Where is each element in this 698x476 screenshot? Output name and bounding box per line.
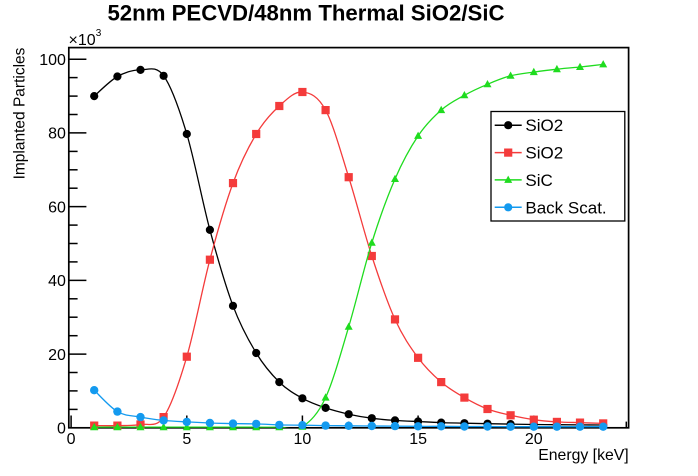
svg-text:60: 60: [48, 199, 66, 216]
svg-text:20: 20: [525, 431, 543, 448]
svg-text:5: 5: [182, 431, 191, 448]
svg-text:Back Scat.: Back Scat.: [525, 198, 606, 217]
svg-text:20: 20: [48, 347, 66, 364]
svg-text:0: 0: [57, 421, 66, 438]
svg-text:Energy [keV]: Energy [keV]: [538, 447, 628, 464]
svg-text:SiO2: SiO2: [525, 116, 563, 135]
svg-text:0: 0: [67, 431, 76, 448]
svg-text:10: 10: [294, 431, 312, 448]
svg-text:×10: ×10: [69, 32, 96, 49]
svg-text:40: 40: [48, 273, 66, 290]
svg-text:15: 15: [409, 431, 427, 448]
svg-text:80: 80: [48, 126, 66, 143]
svg-text:SiO2: SiO2: [525, 144, 563, 163]
svg-text:3: 3: [96, 28, 102, 39]
svg-text:100: 100: [39, 52, 66, 69]
svg-text:Implanted Particles: Implanted Particles: [12, 47, 29, 179]
svg-text:52nm PECVD/48nm Thermal SiO2/S: 52nm PECVD/48nm Thermal SiO2/SiC: [107, 1, 504, 26]
svg-text:SiC: SiC: [525, 171, 552, 190]
